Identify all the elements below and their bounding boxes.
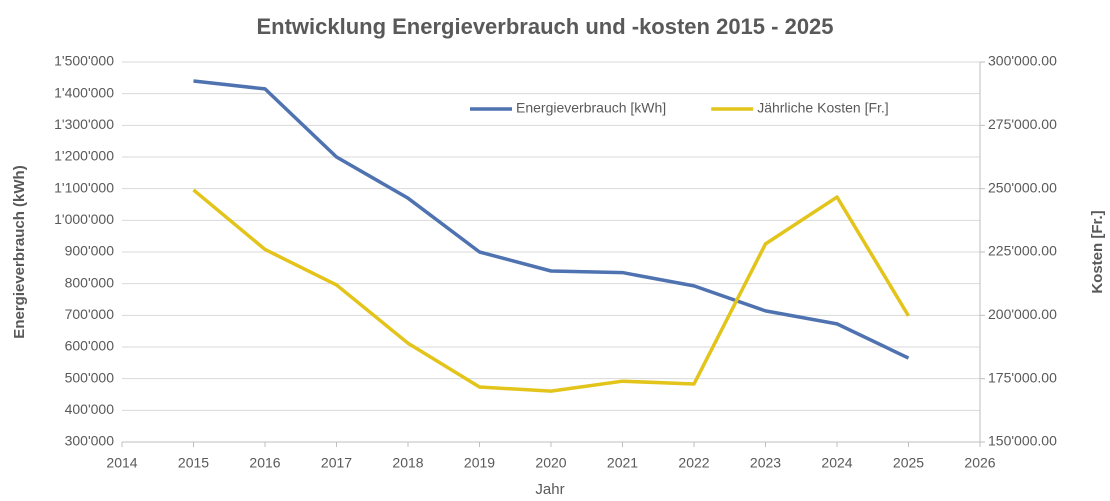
y-tick-label: 1'200'000 <box>54 148 114 164</box>
x-tick-label: 2015 <box>178 455 209 471</box>
y2-tick-label: 275'000.00 <box>988 116 1057 132</box>
y2-tick-label: 200'000.00 <box>988 306 1057 322</box>
x-tick-label: 2026 <box>964 455 995 471</box>
y-tick-label: 900'000 <box>65 243 115 259</box>
y-tick-label: 1'100'000 <box>54 179 114 195</box>
legend: Energieverbrauch [kWh] Jährliche Kosten [… <box>430 95 940 123</box>
x-tick-label: 2017 <box>321 455 352 471</box>
x-tick-label: 2022 <box>678 455 709 471</box>
y2-tick-label: 250'000.00 <box>988 179 1057 195</box>
y2-tick-label: 175'000.00 <box>988 369 1057 385</box>
y-tick-label: 400'000 <box>65 401 115 417</box>
x-axis-label: Jahr <box>535 481 564 498</box>
legend-label: Energieverbrauch [kWh] <box>516 100 666 116</box>
y-tick-label: 700'000 <box>65 306 115 322</box>
series-line <box>192 188 910 393</box>
y-tick-label: 1'400'000 <box>54 84 114 100</box>
y-tick-label: 500'000 <box>65 369 115 385</box>
x-tick-label: 2016 <box>249 455 280 471</box>
y2-axis-label: Kosten [Fr.] <box>1089 210 1106 293</box>
y2-tick-label: 300'000.00 <box>988 53 1057 69</box>
y-tick-label: 1'300'000 <box>54 116 114 132</box>
x-tick-label: 2019 <box>464 455 495 471</box>
x-tick-label: 2020 <box>535 455 566 471</box>
legend-box <box>430 95 940 123</box>
y2-tick-label: 150'000.00 <box>988 433 1057 449</box>
chart-title: Entwicklung Energieverbrauch und -kosten… <box>256 14 833 39</box>
y-tick-label: 1'500'000 <box>54 53 114 69</box>
y-axis-label: Energieverbrauch (kWh) <box>11 165 28 338</box>
x-tick-label: 2024 <box>821 455 852 471</box>
x-tick-label: 2014 <box>106 455 137 471</box>
y-tick-label: 800'000 <box>65 274 115 290</box>
y-tick-label: 300'000 <box>65 433 115 449</box>
x-tick-label: 2025 <box>893 455 924 471</box>
x-tick-label: 2021 <box>607 455 638 471</box>
y-tick-label: 1'000'000 <box>54 211 114 227</box>
x-tick-label: 2018 <box>392 455 423 471</box>
y2-tick-label: 225'000.00 <box>988 243 1057 259</box>
series-line <box>193 79 910 360</box>
x-tick-label: 2023 <box>750 455 781 471</box>
legend-label: Jährliche Kosten [Fr.] <box>757 100 889 116</box>
y-tick-label: 600'000 <box>65 338 115 354</box>
